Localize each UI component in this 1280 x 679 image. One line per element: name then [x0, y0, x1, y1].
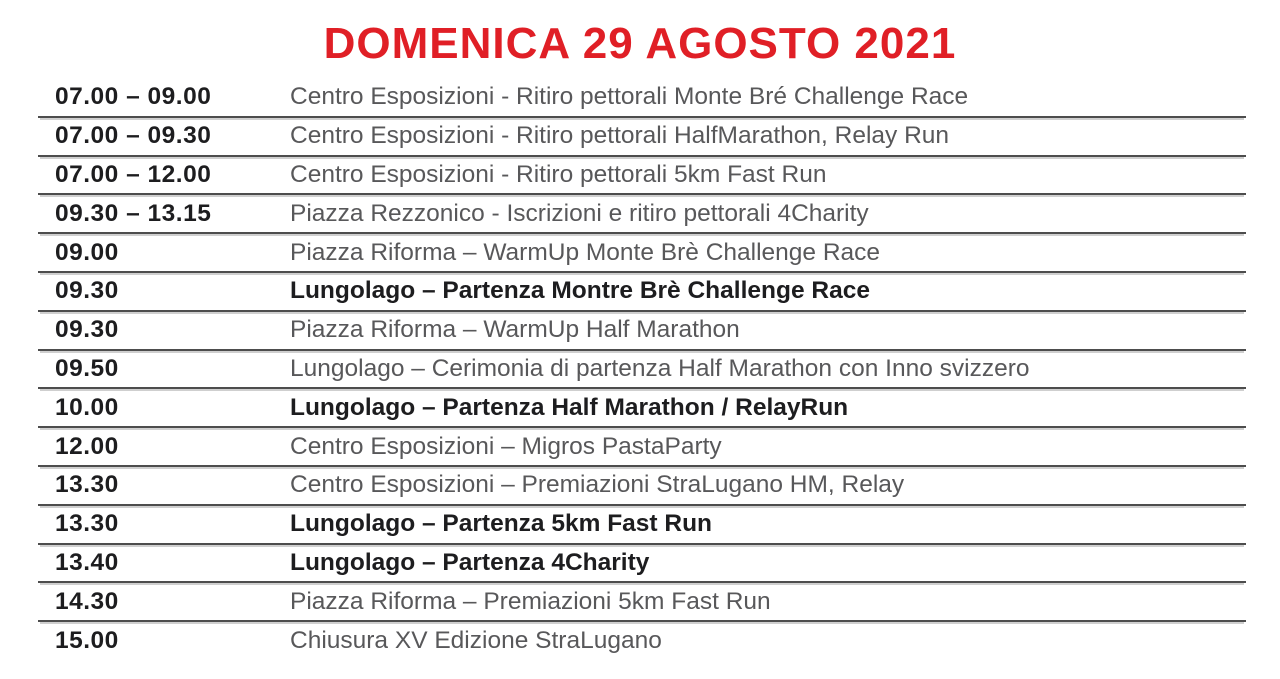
schedule-row: 10.00 Lungolago – Partenza Half Marathon…	[38, 389, 1246, 429]
event-time: 09.30	[55, 316, 119, 344]
event-description: Lungolago – Partenza 4Charity	[290, 548, 650, 576]
event-description: Piazza Riforma – Premiazioni 5km Fast Ru…	[290, 587, 771, 615]
event-description: Piazza Rezzonico - Iscrizioni e ritiro p…	[290, 199, 869, 227]
event-description: Piazza Riforma – WarmUp Half Marathon	[290, 316, 740, 344]
event-time: 15.00	[55, 626, 119, 654]
event-time: 07.00 – 09.30	[55, 122, 212, 150]
event-time: 13.30	[55, 471, 119, 499]
schedule-row: 13.30 Centro Esposizioni – Premiazioni S…	[38, 467, 1246, 506]
schedule-row: 09.30 – 13.15 Piazza Rezzonico - Iscrizi…	[38, 195, 1246, 235]
schedule-row: 09.00 Piazza Riforma – WarmUp Monte Brè …	[38, 234, 1246, 273]
event-time: 09.00	[55, 238, 119, 266]
schedule-row: 07.00 – 12.00 Centro Esposizioni - Ritir…	[38, 157, 1246, 196]
schedule-row: 14.30 Piazza Riforma – Premiazioni 5km F…	[38, 583, 1246, 623]
event-description: Centro Esposizioni - Ritiro pettorali 5k…	[290, 160, 827, 188]
schedule-row: 09.30 Piazza Riforma – WarmUp Half Marat…	[38, 312, 1246, 351]
event-time: 13.40	[55, 548, 119, 576]
event-description: Chiusura XV Edizione StraLugano	[290, 626, 662, 654]
event-time: 14.30	[55, 587, 119, 615]
event-description: Centro Esposizioni - Ritiro pettorali Ha…	[290, 122, 950, 150]
event-description: Lungolago – Cerimonia di partenza Half M…	[290, 354, 1030, 382]
event-time: 10.00	[55, 393, 119, 421]
event-time: 09.30 – 13.15	[55, 199, 212, 227]
event-description: Lungolago – Partenza Half Marathon / Rel…	[290, 393, 849, 421]
schedule-row: 09.30 Lungolago – Partenza Montre Brè Ch…	[38, 273, 1246, 312]
event-description: Lungolago – Partenza 5km Fast Run	[290, 510, 713, 538]
schedule-row: 07.00 – 09.30 Centro Esposizioni - Ritir…	[38, 118, 1246, 157]
schedule-row: 15.00 Chiusura XV Edizione StraLugano	[38, 622, 1246, 659]
event-time: 07.00 – 12.00	[55, 160, 212, 188]
event-time: 09.50	[55, 354, 119, 382]
schedule-table: 07.00 – 09.00 Centro Esposizioni - Ritir…	[38, 79, 1246, 659]
event-time: 12.00	[55, 432, 119, 460]
event-time: 09.30	[55, 277, 119, 305]
schedule-row: 13.30 Lungolago – Partenza 5km Fast Run	[38, 506, 1246, 545]
event-description: Centro Esposizioni – Premiazioni StraLug…	[290, 471, 905, 499]
schedule-row: 12.00 Centro Esposizioni – Migros PastaP…	[38, 428, 1246, 467]
event-description: Centro Esposizioni - Ritiro pettorali Mo…	[290, 83, 969, 111]
schedule-row: 07.00 – 09.00 Centro Esposizioni - Ritir…	[38, 79, 1246, 118]
event-description: Centro Esposizioni – Migros PastaParty	[290, 432, 722, 460]
event-description: Lungolago – Partenza Montre Brè Challeng…	[290, 277, 870, 305]
schedule-row: 09.50 Lungolago – Cerimonia di partenza …	[38, 351, 1246, 390]
event-time: 07.00 – 09.00	[55, 83, 212, 111]
event-time: 13.30	[55, 510, 119, 538]
event-description: Piazza Riforma – WarmUp Monte Brè Challe…	[290, 238, 881, 266]
page-title: DOMENICA 29 AGOSTO 2021	[323, 19, 957, 68]
schedule-row: 13.40 Lungolago – Partenza 4Charity	[38, 545, 1246, 584]
